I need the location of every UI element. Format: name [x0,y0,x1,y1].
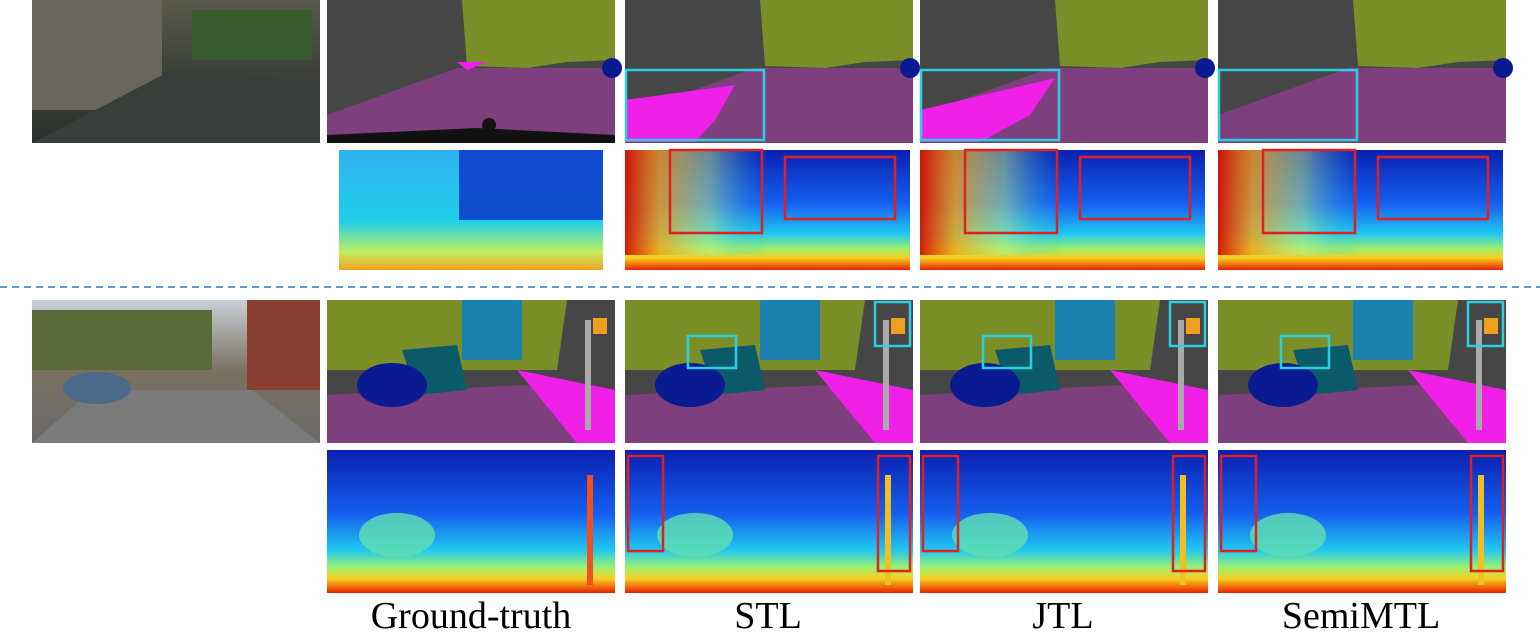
ego [482,118,496,132]
highlight-box [919,68,1061,142]
depth-map [920,148,1205,270]
depth-map [625,148,910,270]
highlight-box [921,454,960,553]
highlight-box [1466,300,1505,348]
highlight-box [1376,155,1490,221]
vegetation [1055,0,1208,68]
depth-map [1218,148,1503,270]
building [1055,300,1115,360]
input-image [32,300,320,443]
highlight-box [1279,334,1331,370]
pole [1178,320,1184,430]
ego [327,128,615,143]
warm [625,150,910,255]
segmentation-map [327,300,615,443]
traffic-light [891,318,905,334]
pole [885,475,891,585]
car [655,363,725,407]
pole [883,320,889,430]
highlight-box [626,454,665,553]
highlight-box [873,300,912,348]
vegetation [1353,0,1506,68]
car [952,513,1028,557]
highlight-box [1469,454,1505,573]
pole [1476,320,1482,430]
warm [920,150,1205,255]
segmentation-map [625,300,913,443]
segmentation-map [1217,0,1513,143]
car [1250,513,1326,557]
column-label: SemiMTL [1282,595,1440,637]
highlight-box [686,334,738,370]
traffic-light [1186,318,1200,334]
building [462,300,522,360]
car [357,363,427,407]
vegetation [462,0,615,68]
highlight-box [1171,454,1207,573]
pole [1180,475,1186,585]
warm [1218,150,1503,255]
highlight-box [1261,148,1357,235]
depth-map [339,150,603,270]
segmentation-map [1218,300,1506,443]
segmentation-map [327,0,622,143]
car [950,363,1020,407]
segmentation-map [624,0,920,143]
car [657,513,733,557]
sidewalk [625,85,735,142]
depth-map [327,450,615,593]
highlight-box [981,334,1033,370]
car [900,58,920,78]
input-image [32,0,320,143]
building [760,300,820,360]
car [63,372,131,404]
depth-map [1218,450,1506,593]
pole [585,320,591,430]
highlight-box [963,148,1059,235]
car [359,513,435,557]
building [1353,300,1413,360]
car [602,58,622,78]
sidewalk [457,62,487,70]
highlight-box [1168,300,1207,348]
highlight-box [624,68,766,142]
car [1195,58,1215,78]
traffic-light [593,318,607,334]
traffic-light [1484,318,1498,334]
segmentation-map [920,300,1208,443]
trees [192,10,312,60]
highlight-box [1078,155,1192,221]
highlight-box [668,148,764,235]
segmentation-map [919,0,1215,143]
highlight-box [1217,68,1359,142]
highlight-box [1219,454,1258,553]
trees [32,310,212,370]
pole [1478,475,1484,585]
column-label: Ground-truth [371,595,572,637]
road [327,68,615,143]
depth-map [920,450,1208,593]
column-label: JTL [1032,595,1093,637]
pole [587,475,593,585]
road [32,70,320,143]
sidewalk [920,78,1055,142]
car [1248,363,1318,407]
highlight-box [783,155,897,221]
column-label: STL [734,595,802,637]
road [1218,68,1506,143]
building [247,300,320,390]
car [1493,58,1513,78]
far [459,150,603,220]
highlight-box [876,454,912,573]
vegetation [760,0,913,68]
depth-map [625,450,913,593]
